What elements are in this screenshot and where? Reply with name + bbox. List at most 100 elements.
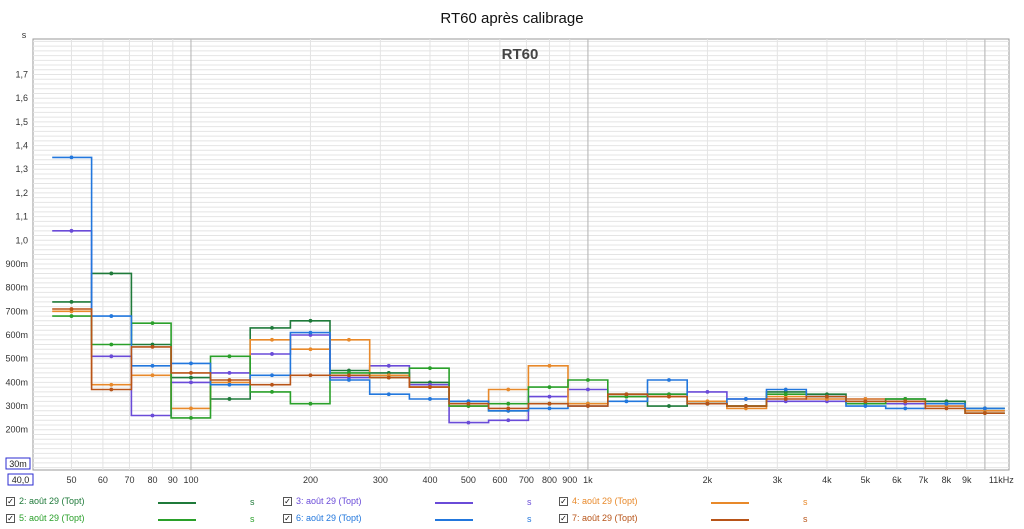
data-point <box>586 387 590 392</box>
y-tick-label: 1,2 <box>15 188 28 198</box>
data-point <box>386 363 391 368</box>
legend-item-6[interactable]: ✓ 6: août 29 (Topt) s <box>283 511 563 527</box>
y-tick-label: 1,7 <box>15 70 28 80</box>
data-point <box>547 401 552 406</box>
legend-unit: s <box>250 514 255 524</box>
x-tick-label: 800 <box>542 475 557 485</box>
legend-checkbox[interactable]: ✓ <box>6 497 15 506</box>
data-point <box>466 420 471 425</box>
data-point <box>308 373 313 378</box>
data-point <box>386 375 391 380</box>
data-point <box>227 378 232 382</box>
y-tick-label: 1,0 <box>15 235 28 245</box>
legend-unit: s <box>803 497 808 507</box>
y-tick-label: 500m <box>5 354 28 364</box>
data-point <box>189 416 193 420</box>
data-point <box>547 385 552 390</box>
data-point <box>270 352 274 356</box>
data-point <box>227 397 232 401</box>
data-point <box>547 363 552 368</box>
legend-item-7[interactable]: ✓ 7: août 29 (Topt) s <box>559 511 839 527</box>
window-title: RT60 après calibrage <box>440 10 583 27</box>
data-point <box>347 378 351 382</box>
y-tick-label: 900m <box>5 259 28 269</box>
data-point <box>428 385 432 390</box>
data-point <box>506 387 511 392</box>
data-point <box>825 394 829 399</box>
data-point <box>667 394 671 399</box>
legend-label: 3: août 29 (Topt) <box>296 496 362 506</box>
y-axis-label: s <box>22 30 27 40</box>
legend-line-swatch <box>711 502 749 504</box>
data-point <box>428 366 432 371</box>
x-tick-label: 3k <box>773 475 783 485</box>
data-point <box>227 371 232 375</box>
legend-unit: s <box>803 514 808 524</box>
legend-line-swatch <box>158 502 196 504</box>
data-point <box>308 401 313 406</box>
data-point <box>624 392 629 397</box>
x-tick-label: 600 <box>492 475 507 485</box>
data-point <box>109 271 114 276</box>
chart-title: RT60 <box>502 46 539 63</box>
x-tick-label: 900 <box>562 475 577 485</box>
data-point <box>705 389 710 394</box>
data-point <box>189 380 193 385</box>
x-tick-label: 100 <box>183 475 198 485</box>
y-tick-label: 800m <box>5 283 28 293</box>
legend-label: 6: août 29 (Topt) <box>296 513 362 523</box>
data-point <box>150 321 155 326</box>
legend-item-2[interactable]: ✓ 2: août 29 (Topt) s <box>6 494 286 510</box>
x-min-label: 40,0 <box>12 475 30 485</box>
data-point <box>109 354 114 359</box>
y-tick-label: 200m <box>5 425 28 435</box>
y-tick-label: 1,1 <box>15 212 28 222</box>
data-point <box>150 344 155 349</box>
y-tick-label: 1,3 <box>15 164 28 174</box>
data-point <box>783 397 788 401</box>
y-tick-label: 700m <box>5 306 28 316</box>
data-point <box>944 406 949 411</box>
x-tick-label: 90 <box>168 475 178 485</box>
data-point <box>308 330 313 335</box>
data-point <box>744 404 748 408</box>
data-point <box>308 318 313 323</box>
x-tick-label: 70 <box>124 475 134 485</box>
x-tick-label: 200 <box>303 475 318 485</box>
legend-label: 7: août 29 (Topt) <box>572 513 638 523</box>
data-point <box>227 354 232 359</box>
data-point <box>69 314 74 318</box>
x-tick-label: 60 <box>98 475 108 485</box>
legend-unit: s <box>527 497 532 507</box>
rt60-chart: RT60 après calibrage 200m 300m 400m 500m 600… <box>5 10 1014 486</box>
data-point <box>783 392 788 397</box>
y-tick-label: 1,4 <box>15 141 28 151</box>
legend-checkbox[interactable]: ✓ <box>283 514 292 523</box>
data-point <box>944 401 949 406</box>
legend-item-5[interactable]: ✓ 5: août 29 (Topt) s <box>6 511 286 527</box>
y-min-label: 30m <box>9 459 27 469</box>
legend-item-4[interactable]: ✓ 4: août 29 (Topt) s <box>559 494 839 510</box>
y-min-box <box>5 457 31 470</box>
legend-line-swatch <box>435 502 473 504</box>
data-point <box>69 299 74 304</box>
data-point <box>863 399 868 404</box>
legend-checkbox[interactable]: ✓ <box>559 514 568 523</box>
legend-item-3[interactable]: ✓ 3: août 29 (Topt) s <box>283 494 563 510</box>
data-point <box>109 342 114 347</box>
data-point <box>547 394 552 399</box>
data-point <box>270 337 274 342</box>
legend-checkbox[interactable]: ✓ <box>6 514 15 523</box>
y-tick-label: 400m <box>5 377 28 387</box>
y-tick-label: 300m <box>5 401 28 411</box>
data-point <box>903 399 908 404</box>
data-point <box>270 373 274 378</box>
data-point <box>189 361 193 366</box>
data-point <box>150 373 155 378</box>
y-tick-label: 600m <box>5 330 28 340</box>
plot-area[interactable]: 200m 300m 400m 500m 600m 700m 800m 900m 1,0 1,1 1,… <box>5 30 1014 486</box>
data-point <box>586 404 590 408</box>
data-point <box>270 382 274 387</box>
legend-checkbox[interactable]: ✓ <box>559 497 568 506</box>
legend-checkbox[interactable]: ✓ <box>283 497 292 506</box>
